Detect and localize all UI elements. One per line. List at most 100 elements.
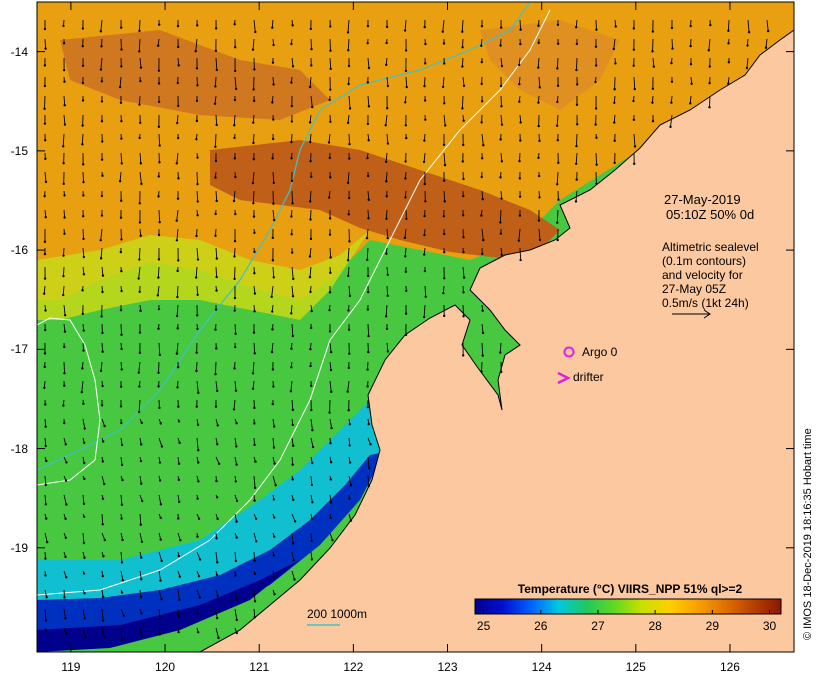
velocity-vector-head: [291, 478, 294, 481]
velocity-vector-head: [43, 27, 47, 31]
velocity-vector: [120, 627, 123, 640]
velocity-vector-head: [176, 121, 179, 125]
velocity-vector-head: [289, 390, 293, 393]
velocity-vector: [101, 266, 104, 276]
velocity-vector-head: [461, 214, 465, 217]
velocity-vector: [556, 57, 559, 69]
velocity-vector: [423, 304, 426, 318]
velocity-vector-head: [63, 194, 66, 197]
velocity-vector-head: [100, 158, 104, 161]
velocity-vector-head: [311, 501, 314, 504]
velocity-vector-head: [139, 523, 143, 526]
velocity-vector: [348, 95, 351, 109]
velocity-vector-head: [595, 163, 598, 166]
velocity-vector-head: [273, 577, 276, 580]
velocity-vector-head: [140, 421, 143, 425]
velocity-vector: [290, 304, 293, 314]
velocity-vector-head: [443, 314, 446, 318]
velocity-vector-head: [179, 539, 182, 542]
velocity-vector-head: [214, 212, 217, 216]
velocity-vector: [63, 608, 66, 619]
velocity-vector-head: [442, 215, 446, 218]
velocity-vector-head: [290, 312, 293, 315]
velocity-vector: [252, 361, 255, 374]
velocity-vector-head: [63, 330, 67, 333]
velocity-vector-head: [481, 331, 485, 335]
velocity-vector: [670, 114, 673, 127]
velocity-vector-head: [462, 251, 465, 254]
velocity-vector: [765, 38, 768, 48]
velocity-vector-head: [118, 180, 122, 183]
velocity-vector-head: [139, 66, 143, 69]
velocity-vector-head: [196, 293, 199, 296]
velocity-vector-head: [235, 631, 238, 635]
velocity-vector-head: [367, 105, 371, 108]
velocity-vector: [253, 532, 257, 542]
velocity-vector-head: [310, 558, 314, 561]
velocity-vector: [215, 247, 218, 259]
plot-frame: [36, 1, 795, 653]
velocity-vector-head: [253, 250, 256, 254]
velocity-vector-head: [537, 219, 541, 222]
velocity-vector: [385, 152, 388, 162]
velocity-vector-head: [140, 443, 143, 446]
cold-coastal-strip: [37, 452, 385, 652]
velocity-vector-head: [308, 255, 312, 258]
velocity-vector-head: [385, 327, 389, 331]
velocity-vector-head: [292, 277, 295, 281]
y-tick-label: -16: [10, 243, 28, 258]
velocity-vector-head: [216, 594, 219, 598]
velocity-vector-head: [274, 484, 277, 487]
velocity-vector-head: [233, 157, 237, 160]
velocity-vector: [291, 437, 294, 446]
velocity-vector-head: [556, 139, 560, 142]
velocity-vector-head: [119, 405, 123, 408]
velocity-vector-head: [291, 423, 294, 427]
velocity-vector-head: [442, 179, 446, 182]
velocity-vector-head: [499, 351, 502, 354]
velocity-vector-head: [140, 182, 143, 186]
colorbar-tick-label: 26: [534, 619, 548, 633]
velocity-vector: [43, 285, 46, 294]
velocity-vector-head: [82, 329, 85, 332]
velocity-vector-head: [232, 408, 236, 411]
velocity-vector: [234, 456, 238, 465]
velocity-vector-head: [42, 292, 46, 295]
velocity-vector: [481, 190, 484, 200]
velocity-vector: [82, 266, 85, 275]
velocity-vector-head: [103, 424, 106, 428]
velocity-vector-head: [329, 67, 332, 71]
velocity-vector: [234, 551, 237, 561]
velocity-vector: [309, 266, 312, 278]
velocity-vector-head: [138, 290, 141, 293]
velocity-vector-head: [537, 41, 540, 45]
velocity-vector: [347, 380, 350, 392]
velocity-vector-head: [482, 238, 485, 242]
velocity-vector: [215, 456, 220, 464]
velocity-vector-head: [519, 42, 522, 46]
velocity-vector-head: [176, 24, 180, 28]
velocity-vector-head: [158, 144, 161, 147]
velocity-vector-head: [139, 79, 142, 83]
velocity-vector-head: [290, 157, 293, 160]
velocity-vector: [177, 57, 180, 66]
colorbar-tick-label: 28: [648, 619, 662, 633]
velocity-vector: [158, 133, 161, 146]
velocity-vector-head: [272, 498, 276, 501]
velocity-vector-head: [689, 63, 693, 66]
velocity-vector-head: [329, 368, 333, 372]
velocity-vector-head: [290, 233, 293, 236]
velocity-vector-head: [176, 45, 180, 49]
velocity-vector-head: [310, 539, 313, 543]
velocity-vector: [499, 342, 502, 353]
velocity-vector-head: [177, 554, 180, 558]
velocity-vector: [252, 133, 255, 143]
velocity-vector-head: [480, 370, 483, 373]
velocity-vector: [290, 380, 293, 392]
velocity-vector: [253, 608, 256, 618]
velocity-vector-head: [196, 612, 199, 615]
velocity-vector-head: [158, 633, 162, 636]
velocity-vector: [404, 247, 407, 257]
velocity-vector-head: [233, 23, 236, 26]
